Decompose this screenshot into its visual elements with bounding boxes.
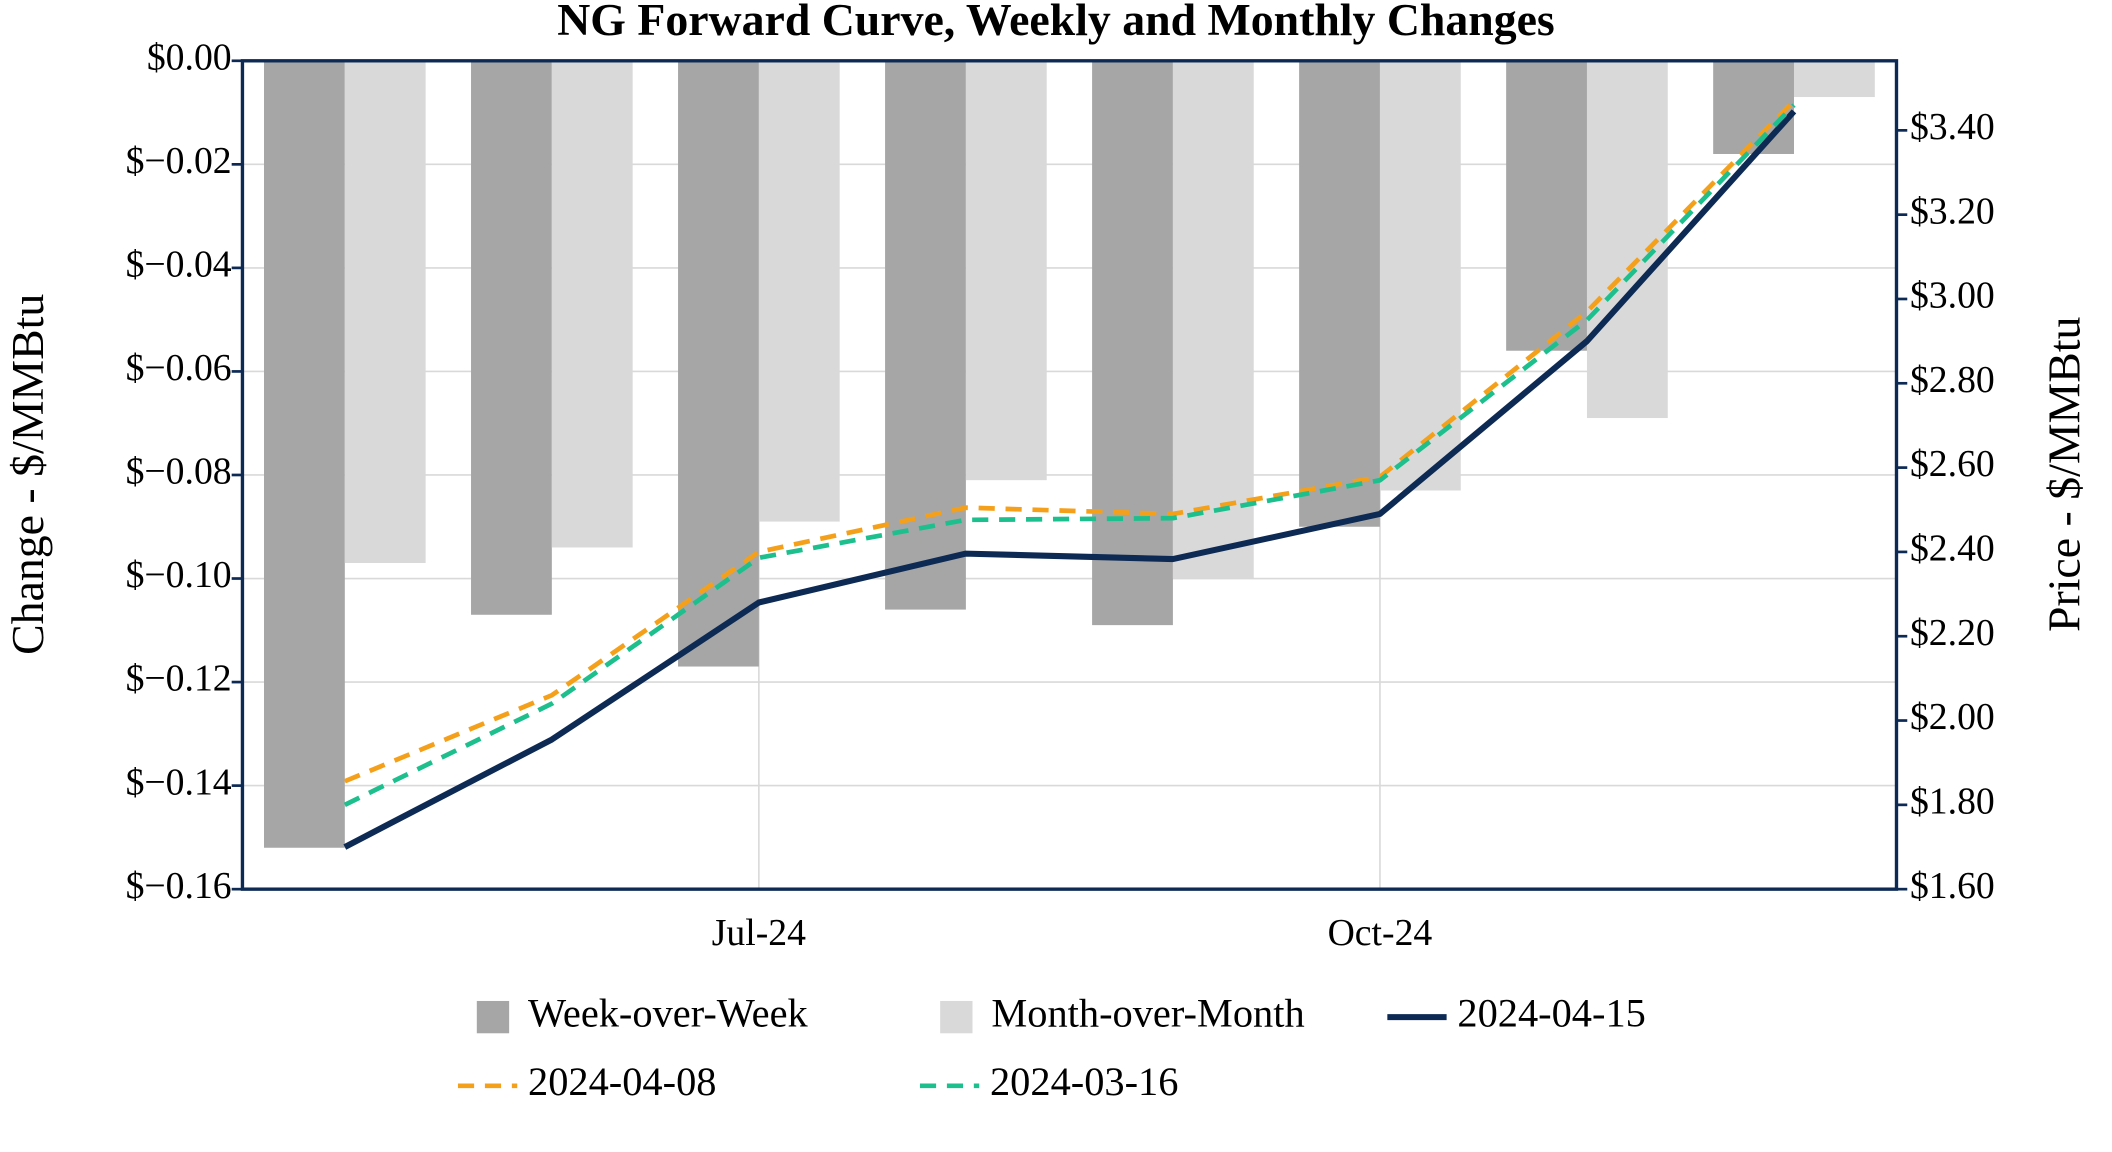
bar: [1793, 60, 1875, 98]
bar: [264, 60, 345, 848]
y2-tick-label: $2.40: [1910, 528, 1995, 570]
bar: [885, 60, 966, 610]
x-tick-label: Jul-24: [712, 912, 806, 954]
bar: [1586, 60, 1668, 419]
bar: [1092, 60, 1173, 626]
y2-tick-label: $1.60: [1910, 865, 1995, 907]
y2-tick-label: $3.40: [1910, 106, 1995, 148]
y-axis-title: Change - $/MMBtu: [2, 294, 53, 655]
y-tick-label: $−0.04: [126, 244, 232, 286]
line-series: [343, 99, 1796, 784]
y-tick-label: $−0.12: [126, 658, 232, 700]
legend-label: Month-over-Month: [991, 990, 1304, 1035]
y2-tick-label: $2.00: [1910, 696, 1995, 738]
y2-tick-label: $1.80: [1910, 781, 1995, 823]
bar: [1713, 60, 1794, 154]
bar: [1506, 60, 1587, 351]
y2-tick-label: $2.20: [1910, 612, 1995, 654]
y2-tick-label: $2.80: [1910, 359, 1995, 401]
y-tick-label: $−0.10: [126, 554, 232, 596]
bar: [678, 60, 759, 667]
bar: [965, 60, 1047, 481]
y-tick-label: $−0.14: [126, 761, 232, 803]
y2-axis-title: Price - $/MMBtu: [2038, 317, 2089, 632]
legend-label: Week-over-Week: [528, 990, 809, 1035]
bar: [344, 60, 426, 563]
x-tick-label: Oct-24: [1328, 912, 1433, 954]
legend-swatch: [940, 1000, 973, 1034]
y-tick-label: $−0.02: [126, 140, 232, 182]
legend-label: 2024-04-15: [1457, 990, 1645, 1035]
line-series: [343, 109, 1797, 850]
bar: [551, 60, 633, 548]
plot-frame: [240, 59, 1899, 891]
y2-tick-label: $3.00: [1910, 275, 1995, 317]
bar: [1172, 60, 1254, 579]
y-tick-label: $−0.08: [126, 451, 232, 493]
legend-label: 2024-04-08: [528, 1059, 716, 1104]
y-tick-label: $0.00: [147, 36, 232, 78]
y2-tick-label: $2.60: [1910, 443, 1995, 485]
chart-title: NG Forward Curve, Weekly and Monthly Cha…: [557, 0, 1555, 45]
bar: [1299, 60, 1380, 527]
line-series: [343, 103, 1796, 807]
y-tick-label: $−0.06: [126, 347, 232, 389]
legend-label: 2024-03-16: [990, 1059, 1178, 1104]
bar: [758, 60, 840, 522]
y2-tick-label: $3.20: [1910, 190, 1995, 232]
bar: [1379, 60, 1461, 491]
legend-swatch: [476, 1000, 510, 1034]
y-tick-label: $−0.16: [126, 865, 232, 907]
bar: [471, 60, 552, 615]
